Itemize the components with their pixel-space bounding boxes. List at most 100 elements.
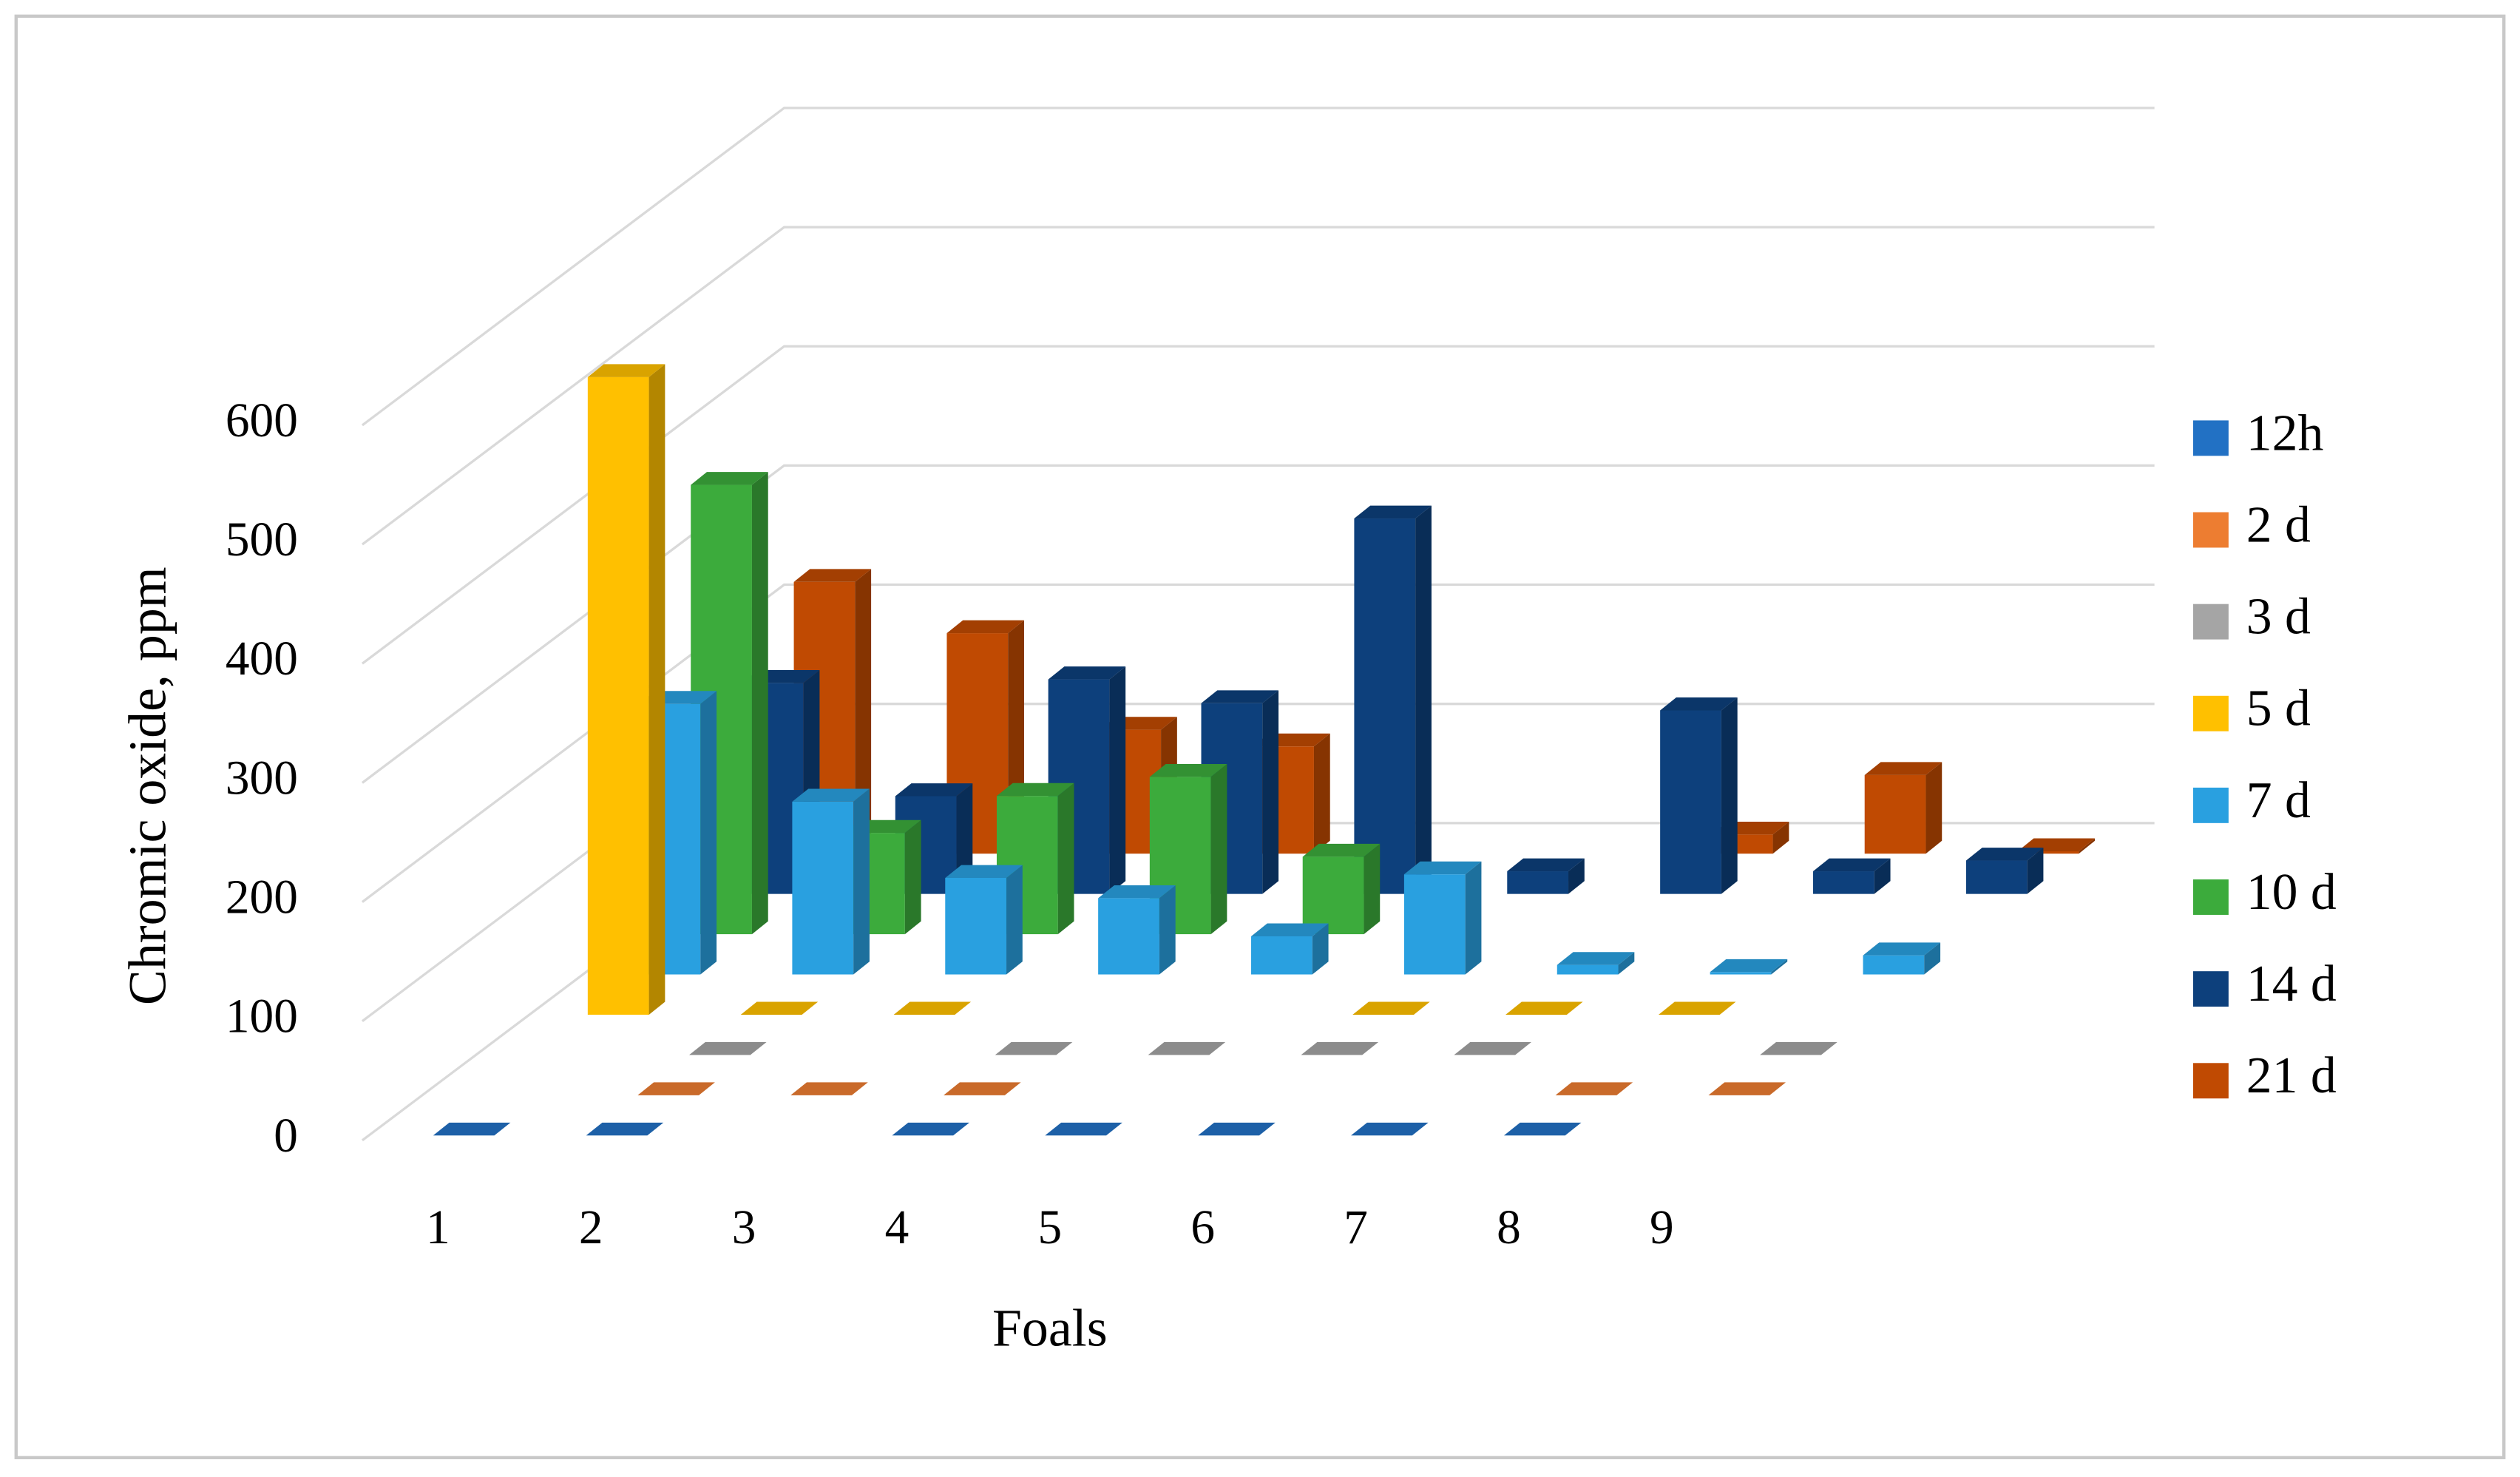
bar-front — [1251, 936, 1312, 975]
bar — [1045, 1122, 1122, 1136]
bar — [790, 1082, 868, 1095]
bar-front — [1863, 955, 1925, 975]
bar-side — [1262, 690, 1279, 894]
bar — [1251, 923, 1329, 975]
legend-label: 3 d — [2246, 589, 2311, 646]
bar-side — [2079, 838, 2096, 854]
bar — [1503, 1122, 1582, 1136]
bar — [1351, 1122, 1429, 1136]
x-tick-label: 3 — [732, 1201, 756, 1254]
bar-side — [1618, 952, 1635, 975]
bar-side — [1874, 858, 1891, 894]
legend-swatch — [2192, 1063, 2229, 1099]
bar-top — [1864, 762, 1942, 775]
bar-side — [1159, 885, 1176, 975]
bar — [587, 364, 665, 1015]
legend-swatch — [2192, 420, 2229, 456]
bar — [1403, 861, 1482, 975]
bar-top — [1555, 1082, 1633, 1095]
bar-front — [792, 801, 854, 975]
bar-top — [793, 569, 872, 582]
bar — [1507, 858, 1585, 894]
bar — [1864, 762, 1942, 854]
bar — [1148, 1041, 1226, 1055]
bar-top — [995, 1041, 1073, 1055]
bar — [740, 1001, 819, 1015]
bar-side — [751, 472, 768, 935]
grid-line — [361, 583, 2155, 903]
bar — [892, 1122, 969, 1136]
bar-top — [895, 783, 973, 797]
bar — [1301, 1041, 1379, 1055]
x-tick-label: 7 — [1344, 1201, 1368, 1254]
legend-swatch — [2192, 787, 2229, 823]
bar-top — [1302, 843, 1381, 857]
bar-top — [1251, 923, 1329, 936]
bar-front — [1507, 871, 1569, 894]
bar-side — [1364, 843, 1381, 935]
x-tick-label: 5 — [1037, 1201, 1062, 1254]
bar-top — [637, 1082, 715, 1095]
bar-front — [1660, 710, 1721, 894]
bar-front — [1354, 518, 1416, 894]
legend-label: 5 d — [2246, 680, 2311, 737]
bar — [689, 1041, 767, 1055]
y-tick-label: 300 — [226, 751, 298, 805]
y-tick-label: 600 — [226, 394, 298, 447]
bar-front — [2017, 851, 2079, 854]
bar-top — [1048, 666, 1126, 680]
bar-top — [691, 472, 768, 485]
bar — [1710, 959, 1788, 975]
bar — [1813, 858, 1891, 894]
bar-top — [944, 1082, 1021, 1095]
bar-top — [1863, 942, 1941, 956]
bar-top — [1351, 1122, 1429, 1136]
x-tick-label: 9 — [1650, 1201, 1674, 1254]
bar-side — [1771, 959, 1788, 975]
bar-top — [1352, 1001, 1430, 1015]
bar-top — [1507, 858, 1585, 872]
bar-side — [1721, 697, 1738, 894]
grid-line — [361, 345, 2155, 665]
bar-top — [587, 364, 665, 377]
bar-front — [1864, 774, 1926, 854]
legend-swatch — [2192, 604, 2229, 640]
bar — [1557, 952, 1635, 975]
bar-top — [740, 1001, 819, 1015]
y-tick-label: 0 — [274, 1109, 298, 1163]
bar-top — [1503, 1122, 1582, 1136]
bar-side — [1006, 865, 1023, 975]
bar-top — [1658, 1001, 1736, 1015]
bar — [1302, 843, 1381, 935]
grid-line — [361, 226, 2155, 546]
bar-side — [904, 819, 921, 935]
bar-top — [996, 783, 1074, 797]
y-axis-title: Chromic oxide, ppm — [118, 567, 177, 1005]
bar-front — [1403, 874, 1466, 975]
bar-top — [1354, 505, 1432, 519]
bar-side — [1109, 666, 1126, 894]
bar-side — [1313, 733, 1330, 854]
y-tick-label: 200 — [226, 871, 298, 925]
bar-top — [792, 788, 870, 802]
bar-top — [1149, 763, 1227, 777]
bar-top — [689, 1041, 767, 1055]
bar-top — [1813, 858, 1891, 872]
bar — [1863, 942, 1941, 975]
legend-label: 14 d — [2246, 956, 2337, 1013]
x-tick-label: 4 — [885, 1201, 910, 1254]
bar-front — [1557, 964, 1619, 975]
bar-side — [1465, 861, 1482, 975]
bar-side — [1210, 763, 1227, 935]
legend-label: 2 d — [2246, 496, 2311, 553]
y-tick-label: 100 — [226, 990, 298, 1044]
bar — [945, 865, 1023, 975]
x-tick-label: 8 — [1497, 1201, 1521, 1254]
bar-top — [946, 620, 1024, 634]
y-tick-label: 400 — [226, 632, 298, 686]
bar-top — [790, 1082, 868, 1095]
legend-swatch — [2192, 695, 2229, 731]
legend-label: 21 d — [2246, 1047, 2337, 1104]
bar-front — [1965, 860, 2028, 894]
bar-front — [587, 376, 649, 1015]
